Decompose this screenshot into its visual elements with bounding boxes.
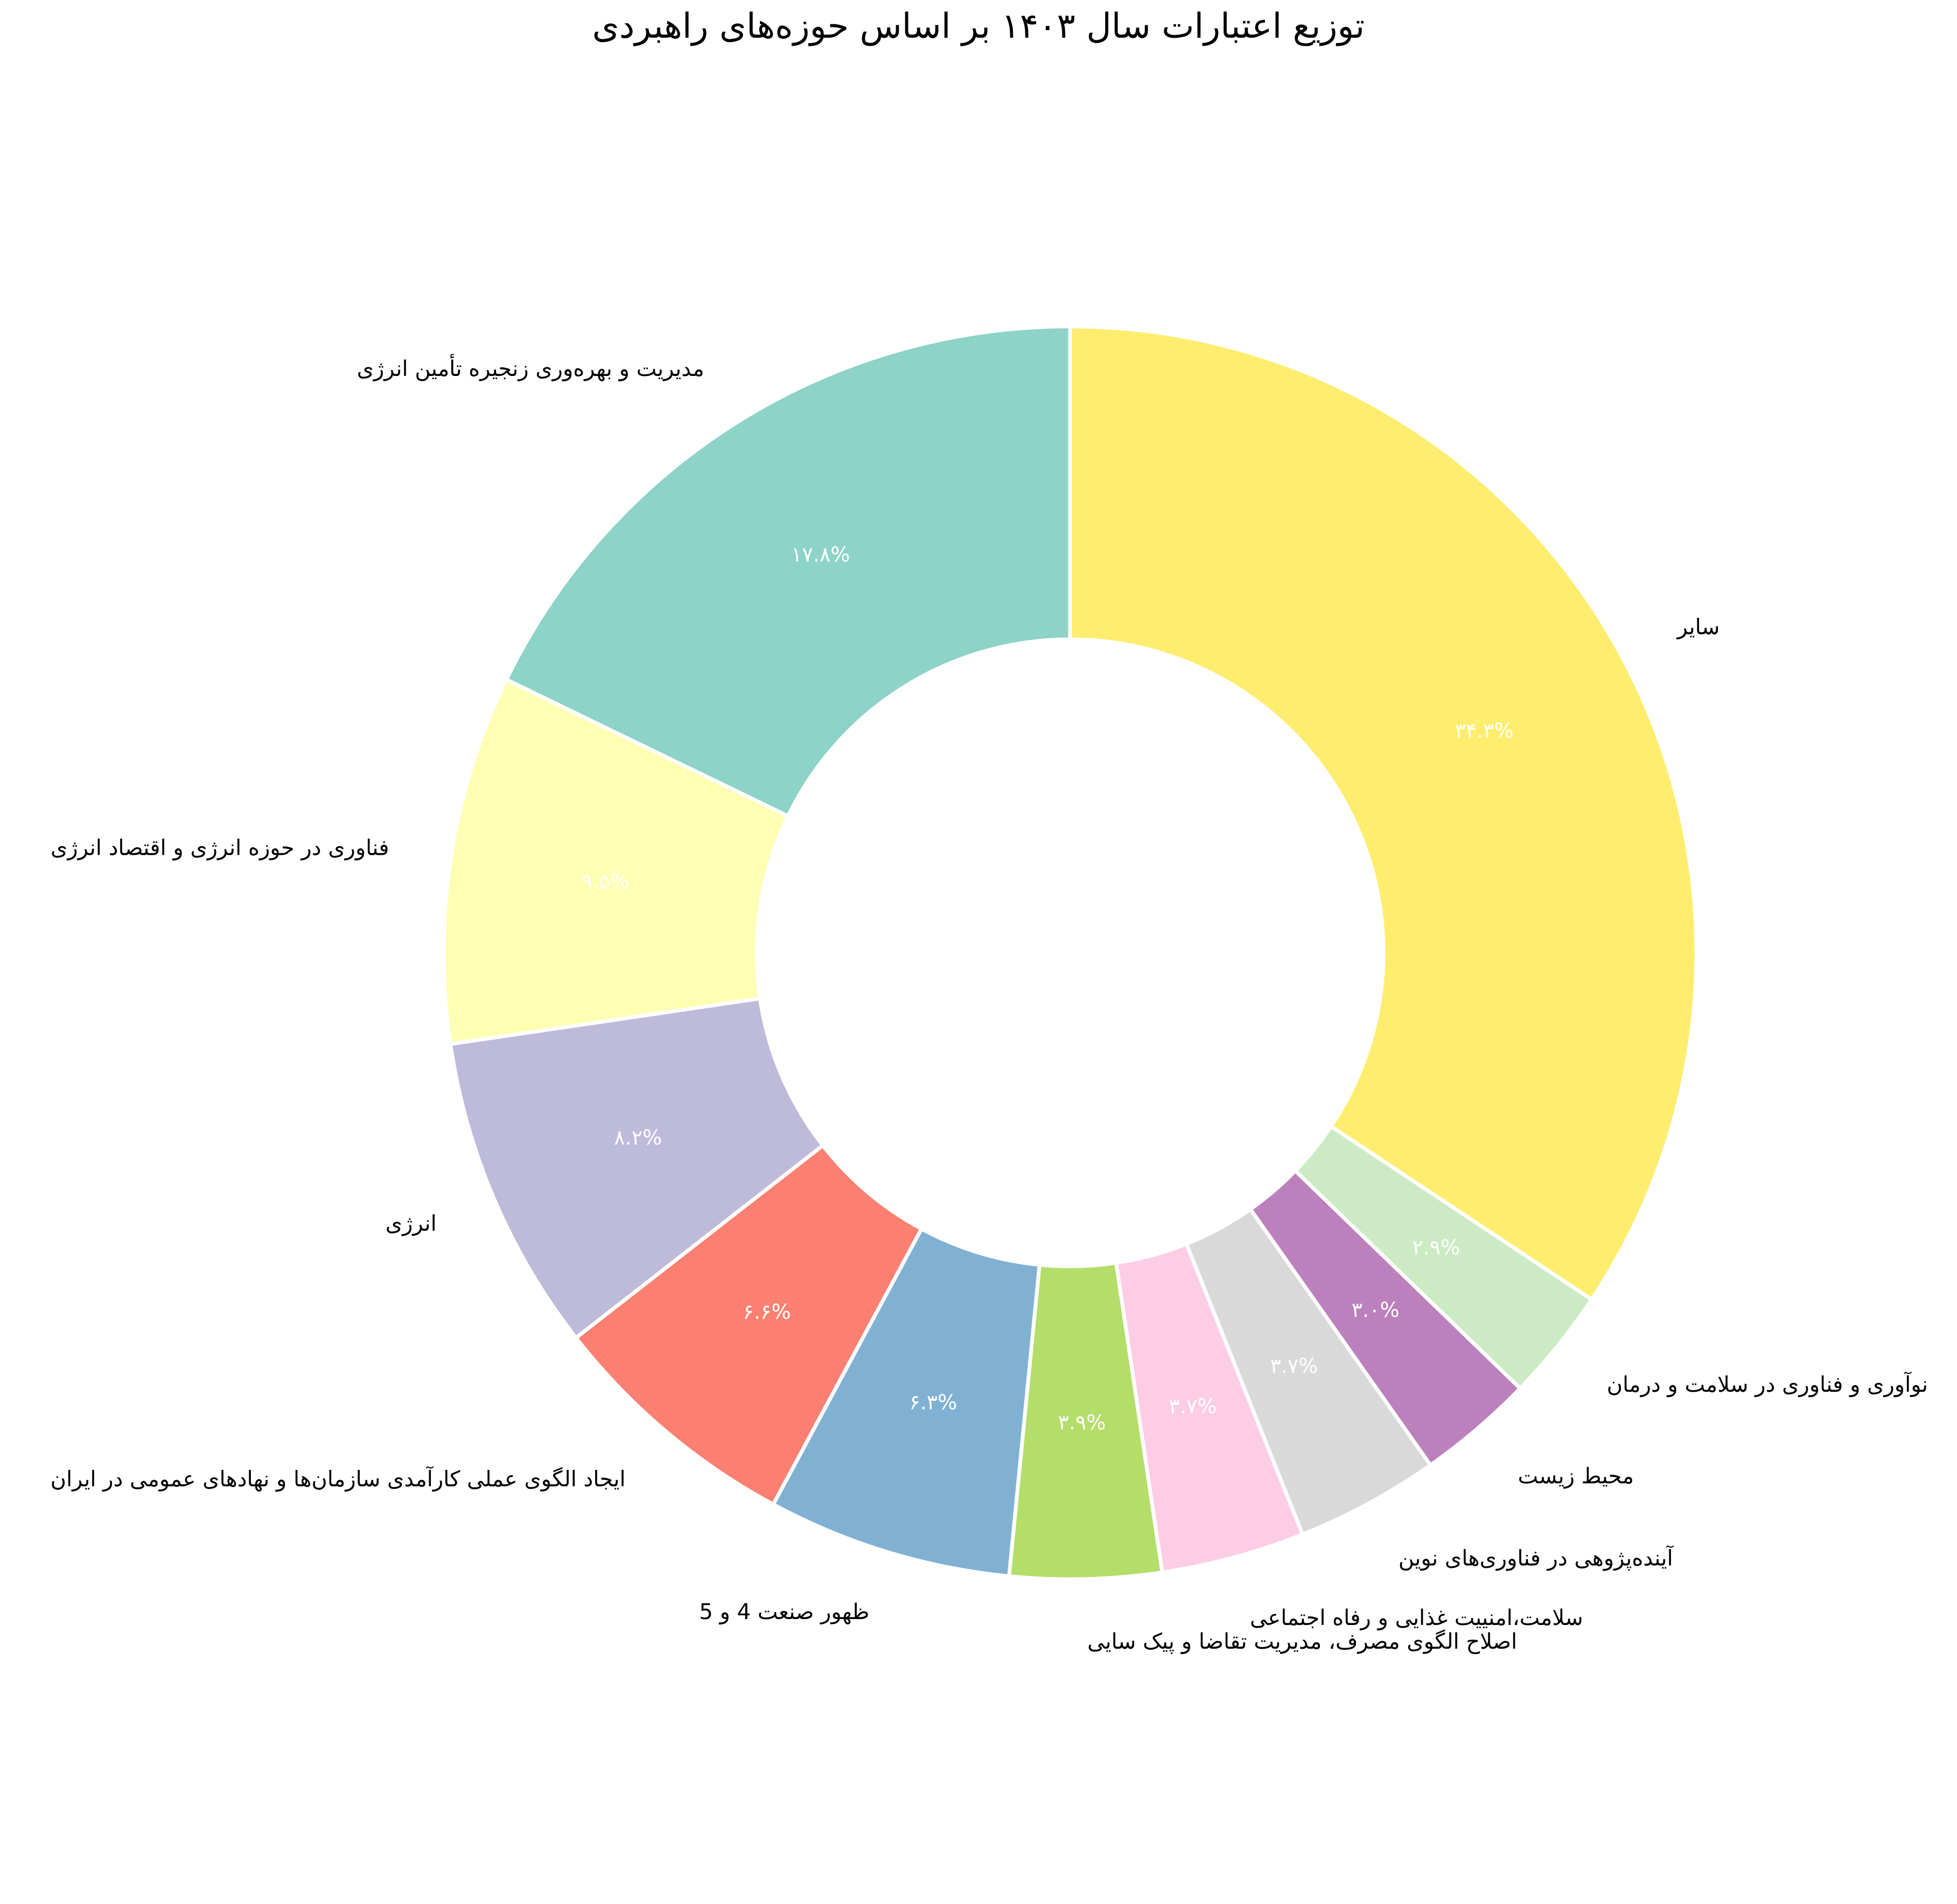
pie-slice-0	[504, 324, 1072, 818]
slice-label-6: سلامت،امنییت غذایی و رفاه اجتماعی	[1250, 1606, 1583, 1630]
slice-label-7: آینده‌پژوهی در فناوری‌های نوین	[1399, 1545, 1674, 1571]
pie-slice-10	[1068, 324, 1699, 1302]
slice-label-10: سایر	[1676, 615, 1720, 640]
slice-label-1: فناوری در حوزه انرژی و اقتصاد انرژی	[51, 836, 389, 861]
slice-percent-label-8: ۳.۰%	[1352, 1298, 1400, 1322]
slice-percent-label-10: ۳۴.۳%	[1455, 719, 1513, 743]
slice-percent-label-4: ۶.۳%	[909, 1391, 957, 1414]
slice-percent-label-9: ۲.۹%	[1412, 1236, 1460, 1259]
pie-slice-1	[442, 678, 790, 1046]
slice-label-3: ایجاد الگوی عملی کارآمدی سازمان‌ها و نها…	[51, 1466, 626, 1491]
slice-label-5: اصلاح الگوی مصرف، مدیریت تقاضا و پیک سای…	[1087, 1629, 1517, 1654]
slice-percent-label-6: ۳.۷%	[1169, 1394, 1217, 1418]
slice-label-8: محیط زیست	[1518, 1464, 1634, 1489]
slice-labels-group: مدیریت و بهره‌وری زنجیره تأمین انرژی فناو…	[51, 354, 1928, 1654]
pie-slice-4	[771, 1226, 1042, 1578]
slice-percent-label-0: ۱۷.۸%	[791, 543, 850, 567]
slice-label-4: ظهور صنعت 4 و 5	[699, 1600, 869, 1624]
slice-label-2: انرژی	[386, 1211, 437, 1236]
slices-group	[442, 324, 1699, 1581]
slice-percent-label-3: ۶.۶%	[743, 1300, 791, 1324]
slice-percent-label-5: ۳.۹%	[1058, 1411, 1106, 1434]
percent-labels-group: ۱۷.۸% ۹.۵% ۸.۲% ۶.۶% ۶.۳% ۳.۹% ۳.۷% ۳.۷% ۳.۰% ۲.۹…	[582, 543, 1514, 1435]
slice-label-9: نوآوری و فناوری در سلامت و درمان	[1607, 1371, 1928, 1397]
slice-percent-label-1: ۹.۵%	[582, 869, 630, 893]
slice-percent-label-2: ۸.۲%	[614, 1126, 662, 1149]
pie-slice-2	[448, 996, 825, 1340]
chart-title: توزیع اعتبارات سال ۱۴۰۳ بر اساس حوزه‌های…	[592, 6, 1365, 46]
slice-percent-label-7: ۳.۷%	[1270, 1354, 1318, 1378]
slice-label-0: مدیریت و بهره‌وری زنجیره تأمین انرژی	[357, 354, 704, 381]
